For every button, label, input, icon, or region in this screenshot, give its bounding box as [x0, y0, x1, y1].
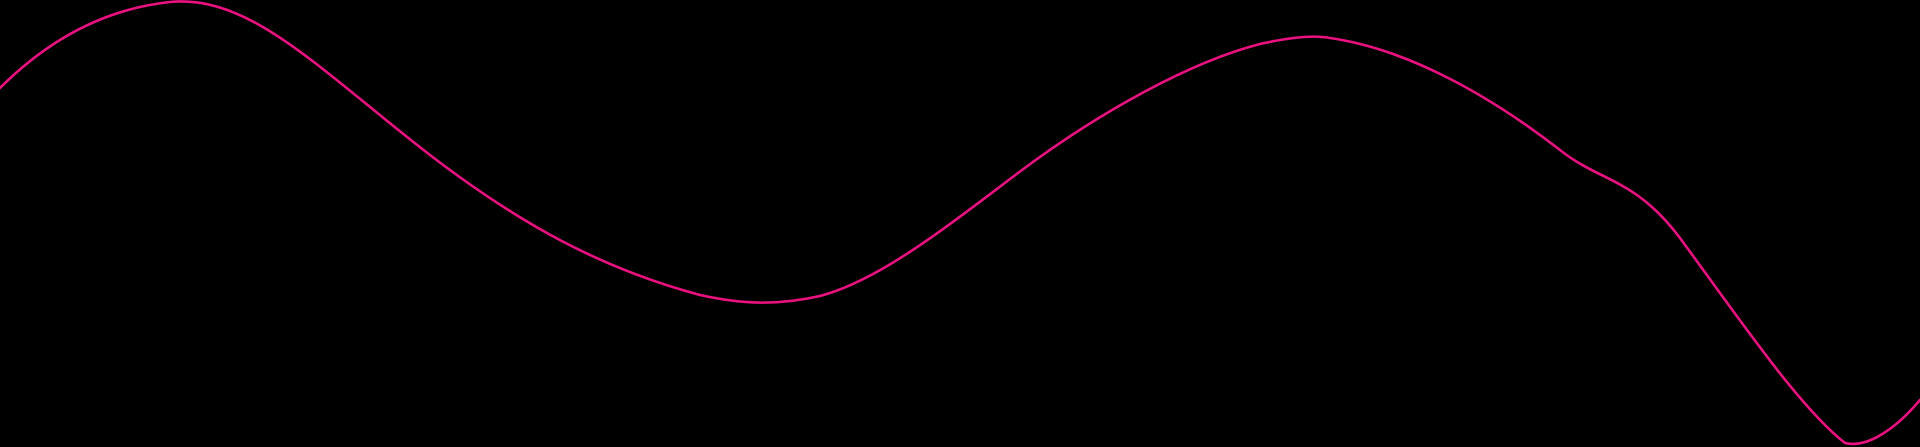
line-chart-svg	[0, 0, 1920, 447]
sine-curve-line	[0, 0, 1920, 446]
chart-background	[0, 0, 1920, 447]
chart-canvas	[0, 0, 1920, 447]
